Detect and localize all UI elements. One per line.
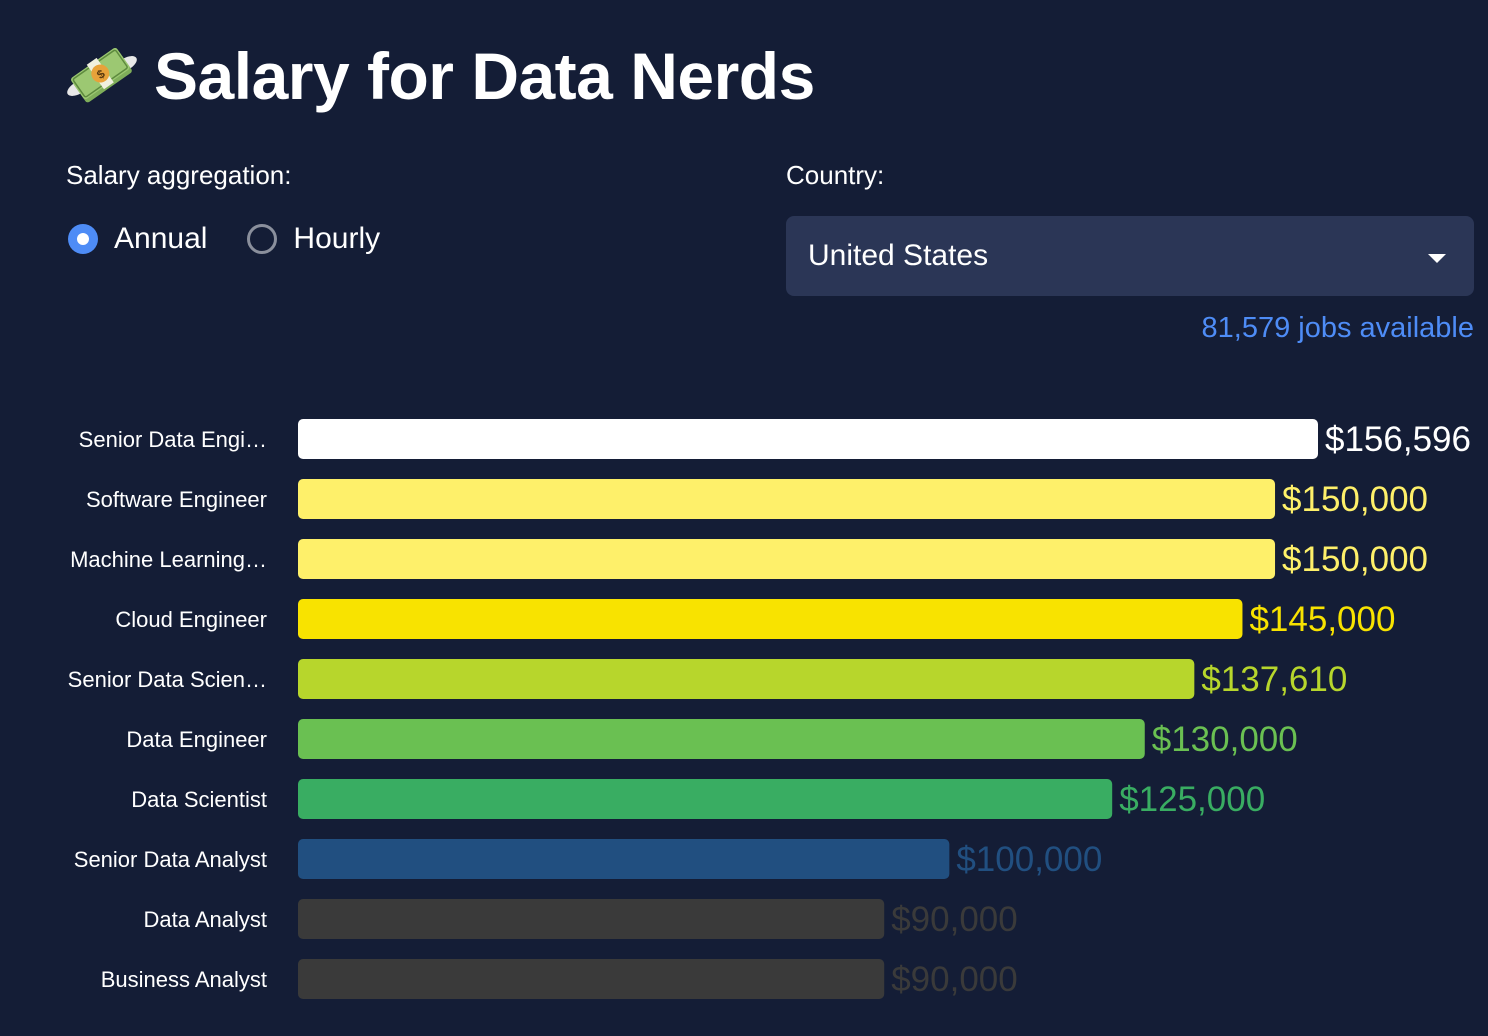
salary-bar[interactable]: [298, 539, 1276, 579]
salary-bar[interactable]: [298, 599, 1243, 639]
bar-value-label: $90,000: [891, 900, 1018, 939]
radio-label-annual: Annual: [114, 222, 208, 255]
salary-aggregation-radio-group: Annual Hourly: [68, 222, 380, 256]
header: $ Salary for Data Nerds: [64, 36, 815, 116]
country-select-value: United States: [808, 239, 989, 272]
page-title: Salary for Data Nerds: [154, 39, 815, 113]
radio-selected-icon[interactable]: [68, 224, 98, 254]
bar-value-label: $145,000: [1249, 600, 1395, 639]
radio-option-annual[interactable]: Annual: [68, 222, 207, 256]
money-with-wings-icon: $: [64, 38, 140, 114]
bar-value-label: $137,610: [1201, 660, 1347, 699]
bar-category-label: Software Engineer: [86, 487, 267, 512]
bar-value-label: $125,000: [1119, 780, 1265, 819]
bar-category-label: Machine Learning…: [70, 547, 267, 572]
bar-value-label: $156,596: [1325, 420, 1471, 459]
jobs-available-count: 81,579 jobs available: [1201, 312, 1474, 344]
salary-bar[interactable]: [298, 419, 1318, 459]
radio-unselected-icon[interactable]: [247, 224, 278, 254]
bar-category-label: Senior Data Engi…: [79, 427, 267, 452]
country-select[interactable]: United States: [786, 216, 1474, 296]
bar-category-label: Data Scientist: [131, 787, 267, 812]
chevron-down-icon[interactable]: [1428, 254, 1446, 263]
bar-category-label: Business Analyst: [101, 967, 267, 992]
salary-bar[interactable]: [298, 959, 885, 999]
bar-value-label: $150,000: [1282, 540, 1428, 579]
bar-category-label: Cloud Engineer: [115, 607, 267, 632]
salary-aggregation-label: Salary aggregation:: [66, 160, 292, 190]
salary-bar[interactable]: [298, 479, 1276, 519]
salary-bar[interactable]: [298, 839, 950, 879]
bar-value-label: $100,000: [956, 840, 1102, 879]
radio-label-hourly: Hourly: [293, 222, 381, 255]
bar-category-label: Data Analyst: [143, 907, 267, 932]
bar-value-label: $130,000: [1152, 720, 1298, 759]
radio-option-hourly[interactable]: Hourly: [247, 222, 380, 256]
salary-bar[interactable]: [298, 719, 1145, 759]
bar-value-label: $150,000: [1282, 480, 1428, 519]
salary-bar[interactable]: [298, 899, 885, 939]
bar-category-label: Data Engineer: [126, 727, 267, 752]
salary-bar[interactable]: [298, 779, 1113, 819]
country-label: Country:: [786, 160, 885, 190]
salary-bar[interactable]: [298, 659, 1195, 699]
bar-category-label: Senior Data Analyst: [74, 847, 267, 872]
bar-value-label: $90,000: [891, 960, 1018, 999]
bar-category-label: Senior Data Scien…: [68, 667, 267, 692]
